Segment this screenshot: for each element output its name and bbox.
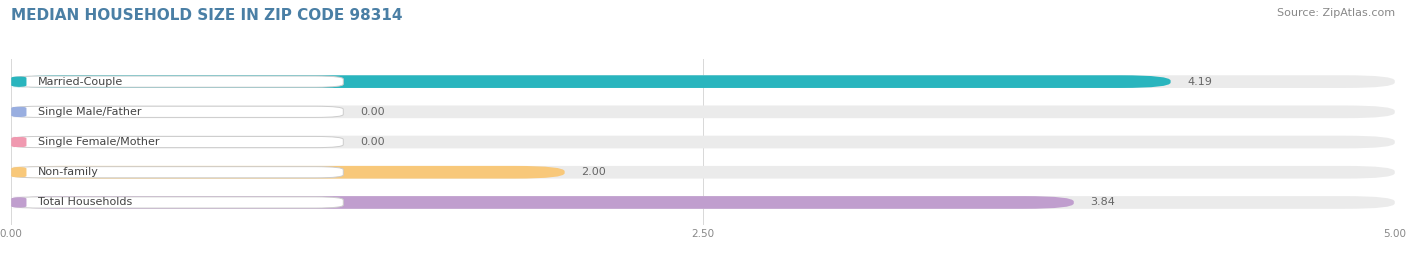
FancyBboxPatch shape: [10, 167, 28, 178]
FancyBboxPatch shape: [11, 106, 343, 117]
FancyBboxPatch shape: [10, 136, 28, 148]
Text: Single Female/Mother: Single Female/Mother: [38, 137, 159, 147]
FancyBboxPatch shape: [10, 197, 28, 208]
FancyBboxPatch shape: [10, 106, 28, 117]
FancyBboxPatch shape: [11, 136, 1395, 148]
FancyBboxPatch shape: [11, 106, 1395, 118]
FancyBboxPatch shape: [11, 166, 1395, 178]
FancyBboxPatch shape: [11, 167, 343, 178]
FancyBboxPatch shape: [11, 75, 1395, 88]
Text: Total Households: Total Households: [38, 198, 132, 207]
FancyBboxPatch shape: [11, 136, 343, 148]
Text: Married-Couple: Married-Couple: [38, 77, 122, 87]
FancyBboxPatch shape: [11, 166, 565, 178]
Text: 0.00: 0.00: [360, 137, 384, 147]
FancyBboxPatch shape: [10, 76, 28, 87]
Text: Single Male/Father: Single Male/Father: [38, 107, 141, 117]
Text: 0.00: 0.00: [360, 107, 384, 117]
FancyBboxPatch shape: [11, 75, 1171, 88]
Text: MEDIAN HOUSEHOLD SIZE IN ZIP CODE 98314: MEDIAN HOUSEHOLD SIZE IN ZIP CODE 98314: [11, 8, 402, 23]
Text: Non-family: Non-family: [38, 167, 98, 177]
Text: 2.00: 2.00: [581, 167, 606, 177]
Text: Source: ZipAtlas.com: Source: ZipAtlas.com: [1277, 8, 1395, 18]
Text: 4.19: 4.19: [1187, 77, 1212, 87]
FancyBboxPatch shape: [11, 76, 343, 87]
FancyBboxPatch shape: [11, 197, 343, 208]
FancyBboxPatch shape: [11, 196, 1395, 209]
FancyBboxPatch shape: [11, 196, 1074, 209]
Text: 3.84: 3.84: [1091, 198, 1115, 207]
